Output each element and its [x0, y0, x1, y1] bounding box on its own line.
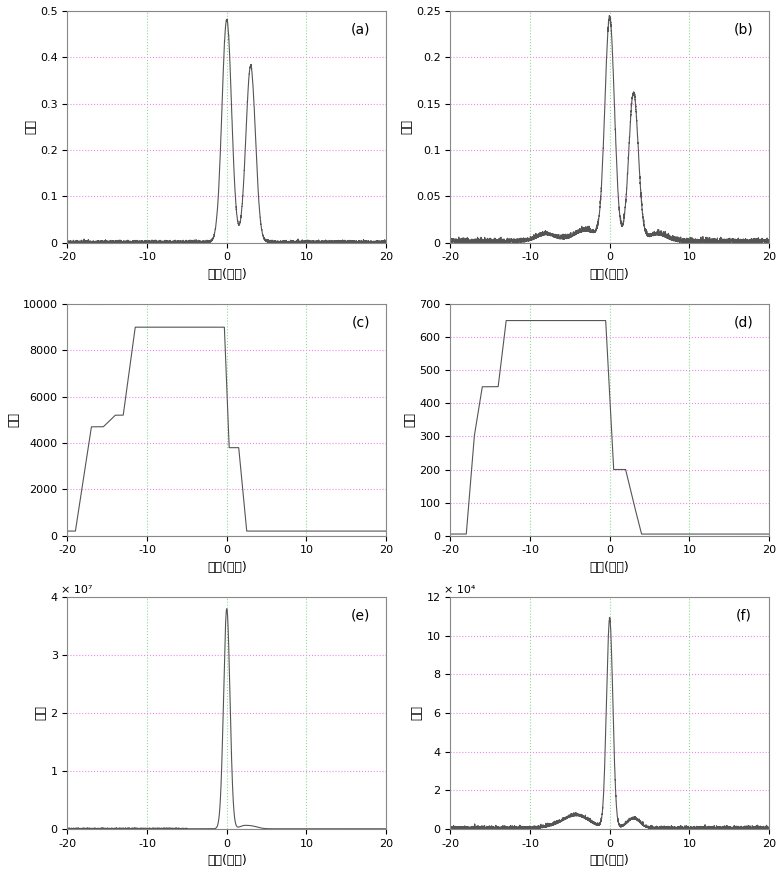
Text: (a): (a): [351, 23, 370, 37]
Text: (c): (c): [352, 316, 370, 329]
X-axis label: 时间(样本): 时间(样本): [207, 854, 247, 867]
X-axis label: 时间(样本): 时间(样本): [590, 268, 630, 281]
Y-axis label: 幅度: 幅度: [34, 705, 48, 720]
X-axis label: 时间(样本): 时间(样本): [590, 854, 630, 867]
X-axis label: 时间(样本): 时间(样本): [207, 268, 247, 281]
Text: × 10⁴: × 10⁴: [444, 585, 475, 595]
Y-axis label: 幅度: 幅度: [411, 705, 424, 720]
Y-axis label: 幅度: 幅度: [400, 119, 413, 135]
X-axis label: 时间(样本): 时间(样本): [207, 561, 247, 574]
Text: (e): (e): [351, 608, 370, 622]
Y-axis label: 幅度: 幅度: [404, 413, 417, 427]
Text: × 10⁷: × 10⁷: [61, 585, 92, 595]
Text: (f): (f): [735, 608, 752, 622]
Text: (d): (d): [734, 316, 753, 329]
X-axis label: 时间(样本): 时间(样本): [590, 561, 630, 574]
Y-axis label: 幅度: 幅度: [24, 119, 38, 135]
Y-axis label: 幅度: 幅度: [7, 413, 20, 427]
Text: (b): (b): [734, 23, 753, 37]
